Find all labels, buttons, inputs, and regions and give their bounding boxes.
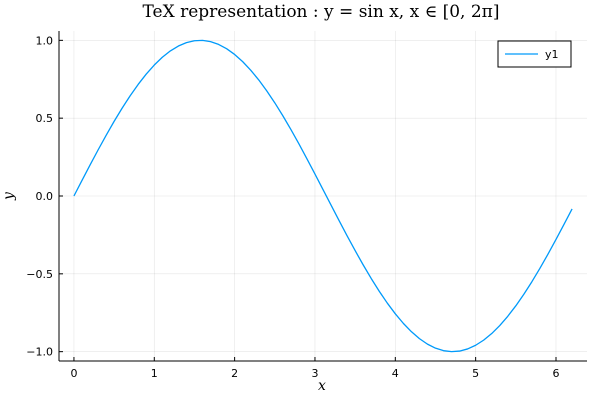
x-tick-label-0: 0: [70, 367, 77, 380]
y-tick-label-1: −0.5: [26, 268, 53, 281]
x-tick-label-3: 3: [311, 367, 318, 380]
x-tick-label-4: 4: [392, 367, 399, 380]
y-axis-label: y: [1, 191, 17, 201]
legend-label-y1: y1: [545, 48, 559, 61]
legend: y1: [497, 40, 572, 68]
x-tick-label-5: 5: [472, 367, 479, 380]
y-tick-label-0: −1.0: [26, 346, 53, 359]
grid: [59, 31, 587, 361]
y-tick-label-4: 1.0: [36, 34, 54, 47]
x-axis-label: x: [318, 378, 326, 394]
y-ticks: −1.0 −0.5 0.0 0.5 1.0: [26, 34, 63, 359]
y-tick-label-2: 0.0: [36, 190, 54, 203]
x-tick-label-1: 1: [151, 367, 158, 380]
chart-title: TeX representation : y = sin x, x ∈ [0, …: [143, 2, 500, 22]
series-line-y1: [73, 39, 573, 353]
y-tick-label-3: 0.5: [36, 112, 54, 125]
x-ticks: 0 1 2 3 4 5 6: [70, 357, 559, 380]
x-tick-label-2: 2: [231, 367, 238, 380]
series-layer: [73, 39, 573, 353]
x-tick-label-6: 6: [552, 367, 559, 380]
